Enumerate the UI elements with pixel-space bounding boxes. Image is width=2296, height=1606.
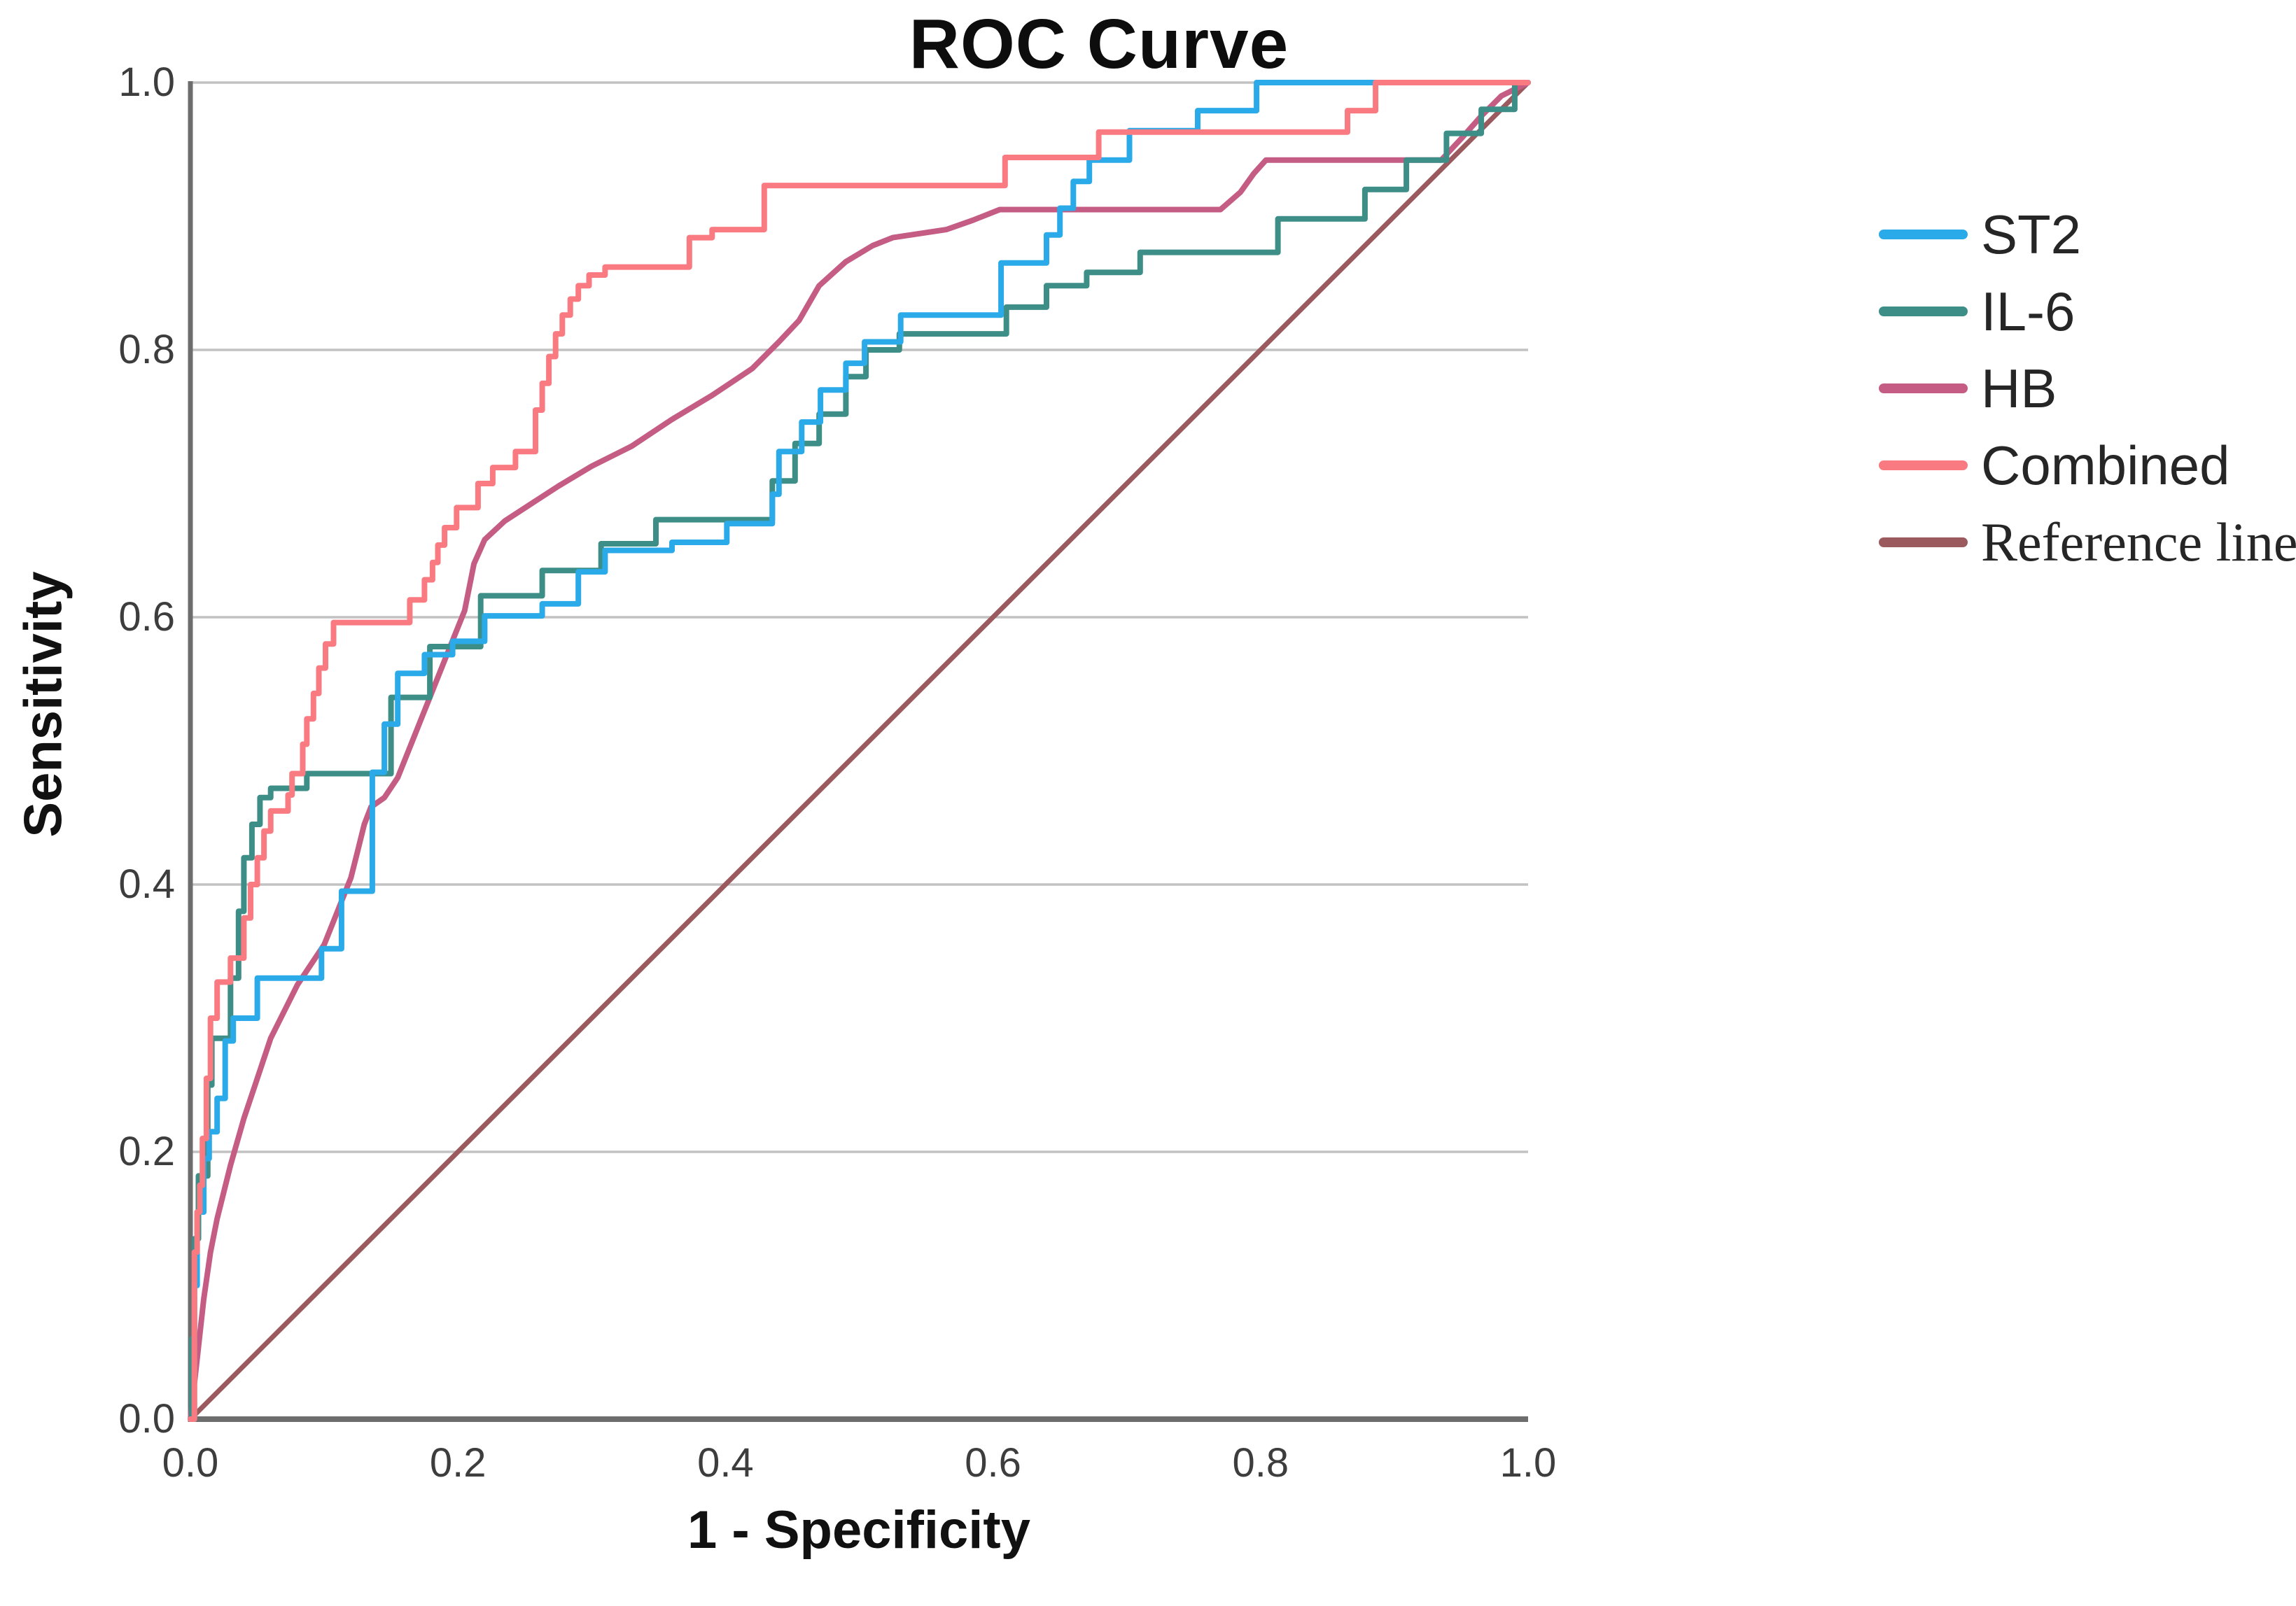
legend-label-combined: Combined — [1981, 435, 2230, 496]
legend-swatch-combined — [1879, 460, 1968, 470]
y-tick-label-0.0: 0.0 — [118, 1396, 175, 1442]
legend-label-st2: ST2 — [1981, 204, 2082, 265]
legend-swatch-hb — [1879, 383, 1968, 393]
legend-swatch-st2 — [1879, 230, 1968, 239]
curve-hb — [188, 80, 1531, 1422]
y-tick-label-0.8: 0.8 — [118, 327, 175, 372]
x-tick-label-0.2: 0.2 — [429, 1440, 486, 1486]
x-tick-label-1.0: 1.0 — [1499, 1440, 1557, 1486]
legend-label-reference-line: Reference line — [1981, 512, 2296, 572]
x-tick-label-0.4: 0.4 — [697, 1440, 754, 1486]
y-tick-label-0.6: 0.6 — [118, 594, 175, 640]
chart-title: ROC Curve — [909, 5, 1289, 83]
curve-reference-line — [188, 80, 1531, 1422]
y-tick-label-0.4: 0.4 — [118, 861, 175, 907]
legend-label-hb: HB — [1981, 358, 2057, 419]
legend-swatch-il-6 — [1879, 307, 1968, 316]
y-tick-label-1.0: 1.0 — [118, 59, 175, 105]
legend-label-il-6: IL-6 — [1981, 281, 2076, 342]
y-tick-label-0.2: 0.2 — [118, 1129, 175, 1174]
x-tick-label-0.6: 0.6 — [965, 1440, 1021, 1486]
x-tick-label-0.8: 0.8 — [1232, 1440, 1289, 1486]
x-tick-label-0.0: 0.0 — [162, 1440, 219, 1486]
legend-swatch-reference-line — [1879, 537, 1968, 547]
curve-il-6 — [188, 80, 1531, 1422]
y-axis-title: Sensitivity — [13, 571, 74, 838]
curve-combined — [188, 80, 1531, 1422]
x-axis-title: 1 - Specificity — [687, 1500, 1030, 1560]
curve-st2 — [188, 80, 1531, 1422]
